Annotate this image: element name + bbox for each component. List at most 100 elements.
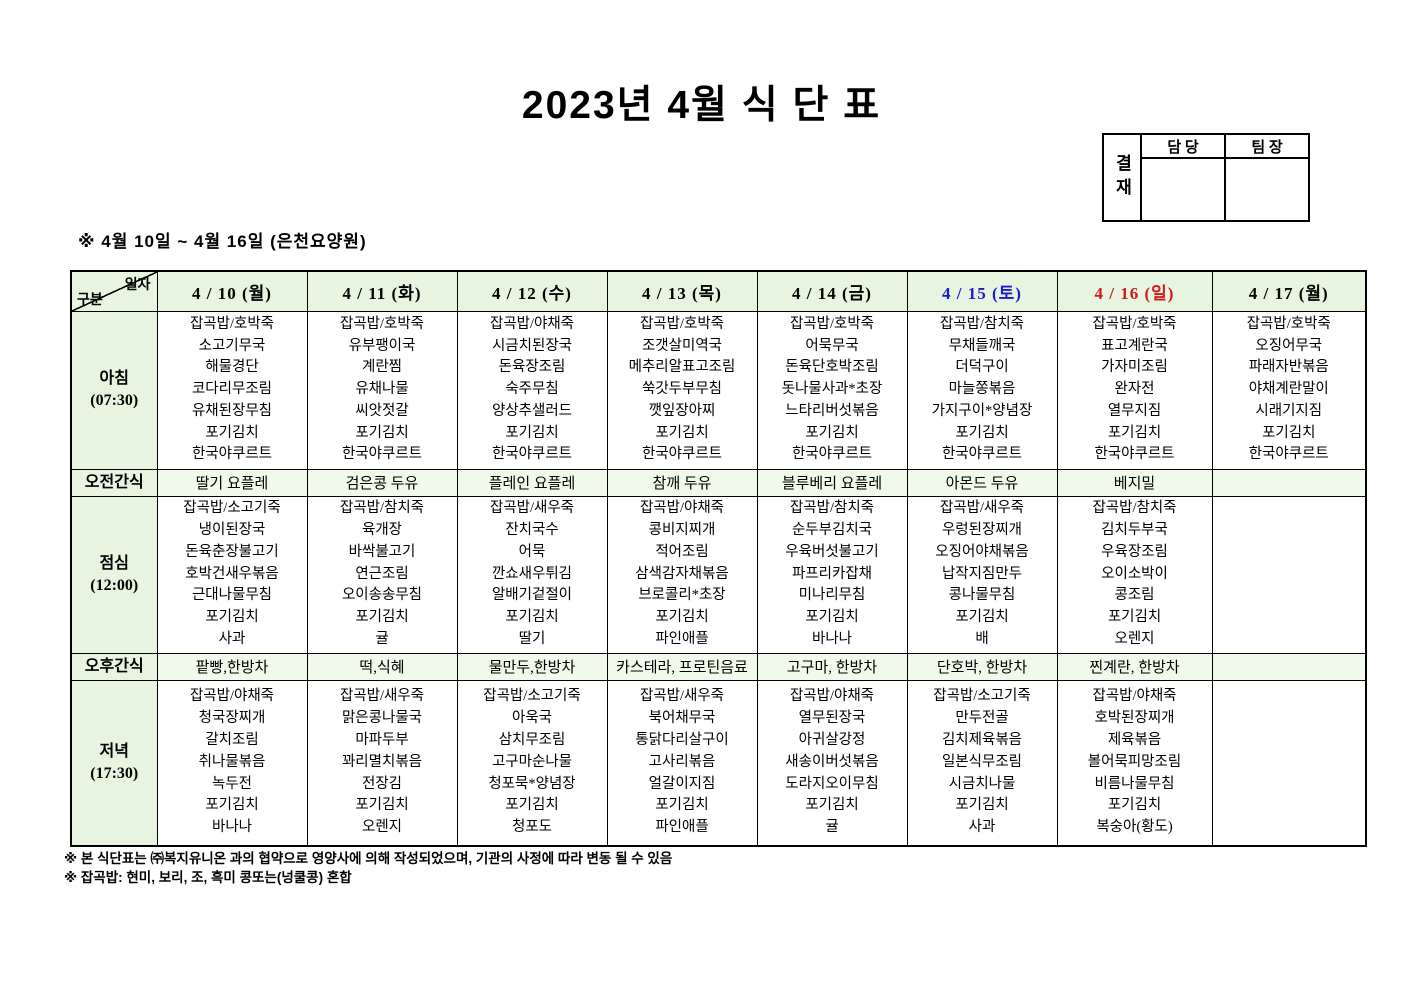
snack-cell: 아몬드 두유 bbox=[906, 468, 1058, 497]
menu-item: 오렌지 bbox=[1114, 630, 1155, 647]
menu-item: 파인애플 bbox=[655, 819, 709, 836]
meal-cell: 잡곡밥/참치죽 순두부김치국 우육버섯불고기 파프리카잡채 미나리무침 포기김치 바나나 bbox=[756, 495, 908, 654]
menu-item: 호박건새우볶음 bbox=[185, 565, 279, 582]
menu-item: 시금치나물 bbox=[948, 775, 1016, 792]
menu-item: 포기김치 bbox=[505, 797, 559, 814]
menu-item: 쑥갓두부무침 bbox=[641, 381, 723, 398]
menu-item: 우육장조림 bbox=[1101, 543, 1168, 560]
menu-item: 유부팽이국 bbox=[348, 337, 416, 354]
snack-cell: 물만두,한방차 bbox=[456, 652, 608, 681]
menu-item: 김치제육볶음 bbox=[941, 732, 1023, 749]
menu-item: 전장김 bbox=[361, 775, 403, 792]
snack-cell: 베지밀 bbox=[1056, 468, 1213, 497]
row-label: 점심 (12:00) bbox=[70, 495, 158, 654]
date-header: 4 / 14 (금) bbox=[756, 270, 908, 312]
menu-item: 포기김치 bbox=[355, 797, 409, 814]
menu-item: 배 bbox=[975, 630, 989, 647]
approval-sign-space bbox=[1224, 157, 1310, 222]
menu-item: 귤 bbox=[375, 630, 389, 647]
menu-item: 한국야쿠르트 bbox=[1248, 446, 1329, 463]
menu-item: 파인애플 bbox=[655, 630, 709, 647]
menu-item: 잡곡밥/호박죽 bbox=[1246, 315, 1331, 332]
menu-item: 포기김치 bbox=[655, 424, 709, 441]
menu-item: 일본식무조림 bbox=[941, 753, 1023, 770]
menu-item: 육개장 bbox=[361, 522, 403, 538]
menu-item: 북어채무국 bbox=[648, 710, 716, 727]
menu-item: 갈치조림 bbox=[205, 732, 259, 749]
snack-cell bbox=[1211, 652, 1367, 681]
meal-row: 점심 (12:00) 잡곡밥/소고기죽 냉이된장국 돈육춘장불고기 호박건새우볶음 근대나물… bbox=[70, 495, 1367, 654]
menu-item: 포기김치 bbox=[955, 797, 1009, 814]
menu-item: 잡곡밥/참치죽 bbox=[939, 315, 1025, 332]
menu-item: 오이소박이 bbox=[1101, 565, 1168, 582]
menu-item: 메추리알표고조림 bbox=[628, 359, 736, 376]
snack-cell: 팥빵,한방차 bbox=[156, 652, 308, 681]
menu-item: 잡곡밥/소고기죽 bbox=[183, 500, 281, 517]
date-header: 4 / 11 (화) bbox=[306, 270, 458, 312]
menu-item: 우육버섯불고기 bbox=[785, 543, 879, 560]
meal-cell: 잡곡밥/야채죽 시금치된장국 돈육장조림 숙주무침 양상추샐러드 포기김치 한국야쿠르트 bbox=[456, 310, 608, 470]
menu-item: 돈육단호박조림 bbox=[785, 359, 879, 376]
meal-cell: 잡곡밥/호박죽 어묵무국 돈육단호박조림 돗나물사과*초장 느타리버섯볶음 포기김치 한국야… bbox=[756, 310, 908, 470]
meal-cell: 잡곡밥/호박죽 조갯살미역국 메추리알표고조림 쑥갓두부무침 깻잎장아찌 포기김치 한국야쿠… bbox=[606, 310, 758, 470]
menu-item: 포기김치 bbox=[205, 424, 259, 441]
snack-cell bbox=[1211, 468, 1367, 497]
meal-cell: 잡곡밥/호박죽 표고계란국 가자미조림 완자전 열무지짐 포기김치 한국야쿠르트 bbox=[1056, 310, 1213, 470]
menu-item: 호박된장찌개 bbox=[1094, 710, 1175, 727]
meal-cell: 잡곡밥/야채죽 청국장찌개 갈치조림 취나물볶음 녹두전 포기김치 바나나 bbox=[156, 679, 308, 847]
menu-item: 포기김치 bbox=[355, 424, 409, 441]
snack-row: 오후간식 팥빵,한방차 떡,식혜 물만두,한방차 카스테라, 프로틴음료 고구마, 한방차… bbox=[70, 652, 1367, 681]
menu-item: 냉이된장국 bbox=[198, 522, 266, 538]
menu-item: 포기김치 bbox=[205, 797, 259, 814]
menu-table: 일자 구분 4 / 10 (월) 4 / 11 (화) 4 / 12 (수) 4 / … bbox=[70, 270, 1367, 847]
menu-item: 가지구이*양념장 bbox=[931, 402, 1033, 419]
menu-item: 가자미조림 bbox=[1101, 359, 1168, 376]
menu-item: 사과 bbox=[218, 630, 246, 647]
menu-item: 잡곡밥/소고기죽 bbox=[483, 688, 581, 705]
menu-item: 야채계란말이 bbox=[1248, 381, 1329, 398]
snack-cell: 떡,식혜 bbox=[306, 652, 458, 681]
menu-item: 맑은콩나물국 bbox=[341, 710, 423, 727]
menu-item: 딸기 bbox=[518, 630, 546, 647]
meal-cell: 잡곡밥/참치죽 무채들깨국 더덕구이 마늘쫑볶음 가지구이*양념장 포기김치 한국야쿠르트 bbox=[906, 310, 1058, 470]
menu-item: 오징어무국 bbox=[1255, 337, 1323, 354]
meal-row: 저녁 (17:30) 잡곡밥/야채죽 청국장찌개 갈치조림 취나물볶음 녹두전 포기김치 바나나… bbox=[70, 679, 1367, 847]
meal-cell: 잡곡밥/새우죽 우렁된장찌개 오징어야채볶음 납작지짐만두 콩나물무침 포기김치 배 bbox=[906, 495, 1058, 654]
menu-item: 삼치무조림 bbox=[498, 732, 566, 749]
menu-item: 시금치된장국 bbox=[491, 337, 573, 354]
menu-item: 잔치국수 bbox=[505, 522, 559, 538]
menu-item: 양상추샐러드 bbox=[491, 402, 573, 419]
meal-cell: 잡곡밥/소고기죽 만두전골 김치제육볶음 일본식무조림 시금치나물 포기김치 사과 bbox=[906, 679, 1058, 847]
meal-cell: 잡곡밥/새우죽 맑은콩나물국 마파두부 꽈리멸치볶음 전장김 포기김치 오렌지 bbox=[306, 679, 458, 847]
menu-item: 얼갈이지짐 bbox=[648, 775, 716, 792]
menu-item: 청포도 bbox=[511, 819, 553, 836]
meal-cell: 잡곡밥/참치죽 육개장 바싹불고기 연근조림 오이송송무침 포기김치 귤 bbox=[306, 495, 458, 654]
menu-item: 표고계란국 bbox=[1101, 337, 1168, 354]
menu-item: 청포묵*양념장 bbox=[488, 775, 576, 792]
menu-item: 포기김치 bbox=[955, 424, 1009, 441]
meal-cell: 잡곡밥/새우죽 잔치국수 어묵 깐쇼새우튀김 알배기겉절이 포기김치 딸기 bbox=[456, 495, 608, 654]
meal-cell bbox=[1211, 495, 1367, 654]
menu-item: 잡곡밥/소고기죽 bbox=[933, 688, 1031, 705]
snack-cell: 단호박, 한방차 bbox=[906, 652, 1058, 681]
menu-item: 콩조림 bbox=[1114, 587, 1155, 604]
menu-item: 포기김치 bbox=[355, 609, 409, 626]
menu-item: 잡곡밥/호박죽 bbox=[339, 315, 425, 332]
menu-item: 사과 bbox=[968, 819, 996, 836]
menu-item: 잡곡밥/새우죽 bbox=[489, 500, 575, 517]
meal-cell: 잡곡밥/야채죽 열무된장국 아귀살강정 새송이버섯볶음 도라지오이무침 포기김치 귤 bbox=[756, 679, 908, 847]
menu-item: 잡곡밥/새우죽 bbox=[639, 688, 725, 705]
menu-item: 어묵무국 bbox=[805, 337, 859, 354]
menu-table-header-row: 일자 구분 4 / 10 (월) 4 / 11 (화) 4 / 12 (수) 4 / … bbox=[70, 270, 1367, 312]
meal-cell: 잡곡밥/호박죽 오징어무국 파래자반볶음 야채계란말이 시래기지짐 포기김치 한국야쿠르트 bbox=[1211, 310, 1367, 470]
meal-cell: 잡곡밥/참치죽 김치두부국 우육장조림 오이소박이 콩조림 포기김치 오렌지 bbox=[1056, 495, 1213, 654]
snack-cell: 블루베리 요플레 bbox=[756, 468, 908, 497]
date-header: 4 / 13 (목) bbox=[606, 270, 758, 312]
menu-item: 파래자반볶음 bbox=[1248, 359, 1329, 376]
menu-item: 녹두전 bbox=[211, 775, 253, 792]
menu-item: 포기김치 bbox=[205, 609, 259, 626]
menu-item: 깐쇼새우튀김 bbox=[491, 565, 573, 582]
snack-cell: 딸기 요플레 bbox=[156, 468, 308, 497]
menu-item: 잡곡밥/야채죽 bbox=[1092, 688, 1177, 705]
menu-item: 한국야쿠르트 bbox=[191, 446, 273, 463]
